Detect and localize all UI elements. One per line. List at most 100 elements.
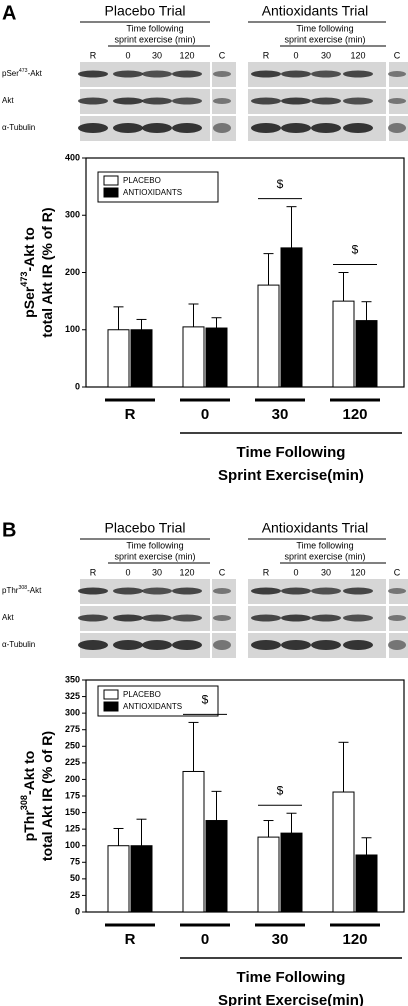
lane-label: 0 bbox=[293, 567, 298, 577]
bar bbox=[257, 284, 280, 388]
blot-band bbox=[213, 71, 231, 77]
time-label: Time following bbox=[296, 540, 353, 550]
y-tick-label: 25 bbox=[70, 890, 80, 900]
blot-band bbox=[388, 123, 406, 133]
x-tick-label: R bbox=[125, 406, 136, 423]
blot-band bbox=[311, 70, 341, 78]
x-tick-label: 30 bbox=[272, 406, 289, 423]
blot-band bbox=[388, 640, 406, 650]
time-label: sprint exercise (min) bbox=[114, 34, 195, 44]
y-tick-label: 75 bbox=[70, 857, 80, 867]
x-tick-label: 0 bbox=[201, 931, 209, 948]
bar bbox=[280, 247, 303, 388]
trial-title: Placebo Trial bbox=[105, 3, 186, 19]
legend-label: PLACEBO bbox=[123, 690, 161, 699]
blot-band bbox=[142, 123, 172, 133]
superscript: 473 bbox=[19, 68, 28, 74]
lane-label: 0 bbox=[125, 567, 130, 577]
row-label: α-Tubulin bbox=[2, 640, 35, 649]
lane-label: 0 bbox=[125, 50, 130, 60]
bar bbox=[182, 770, 205, 913]
blot-band bbox=[78, 614, 108, 622]
blot-band bbox=[343, 70, 373, 78]
blot-band bbox=[213, 615, 231, 621]
bar bbox=[332, 300, 355, 388]
time-label: sprint exercise (min) bbox=[114, 551, 195, 561]
blot-band bbox=[142, 614, 172, 622]
blot-band bbox=[251, 614, 281, 622]
text-part: Akt bbox=[2, 96, 14, 105]
x-tick-label: 0 bbox=[201, 406, 209, 423]
legend-label: ANTIOXIDANTS bbox=[123, 702, 182, 711]
blot-band bbox=[251, 70, 281, 78]
blot-band bbox=[113, 123, 143, 133]
blot-band bbox=[113, 97, 143, 105]
blot-band bbox=[388, 588, 406, 594]
y-tick-label: 400 bbox=[65, 152, 80, 162]
blot-band bbox=[343, 614, 373, 622]
blot-band bbox=[251, 640, 281, 650]
annotation: $ bbox=[352, 243, 359, 257]
blot-band bbox=[343, 123, 373, 133]
annotation: $ bbox=[277, 783, 284, 797]
text-part: -Akt to bbox=[21, 227, 37, 271]
y-tick-label: 100 bbox=[65, 324, 80, 334]
blot-band bbox=[172, 640, 202, 650]
row-label: pSer473-Akt bbox=[2, 68, 43, 78]
text-part: -Akt to bbox=[21, 751, 37, 795]
blot-band bbox=[142, 587, 172, 595]
time-label: sprint exercise (min) bbox=[284, 551, 365, 561]
bar bbox=[107, 329, 130, 388]
text-part: -Akt bbox=[27, 586, 42, 595]
blot-band bbox=[281, 97, 311, 105]
legend-swatch bbox=[103, 701, 119, 712]
text-part: total Akt IR (% of R) bbox=[39, 207, 55, 337]
blot-band bbox=[388, 615, 406, 621]
annotation: $ bbox=[202, 693, 209, 707]
x-tick-label: 120 bbox=[342, 406, 367, 423]
x-tick-label: R bbox=[125, 931, 136, 948]
lane-label: R bbox=[263, 567, 270, 577]
time-label: Time following bbox=[126, 23, 183, 33]
bar bbox=[257, 836, 280, 913]
lane-label: R bbox=[90, 567, 97, 577]
blot-band bbox=[213, 640, 231, 650]
bar bbox=[130, 329, 153, 388]
blot-band bbox=[281, 587, 311, 595]
blot-band bbox=[311, 614, 341, 622]
bar bbox=[205, 327, 228, 388]
text-part: pSer bbox=[21, 286, 37, 318]
lane-label: C bbox=[219, 567, 226, 577]
bar bbox=[355, 854, 378, 913]
blot-band bbox=[78, 587, 108, 595]
blot-band bbox=[251, 97, 281, 105]
bar bbox=[130, 845, 153, 913]
blot-band bbox=[251, 587, 281, 595]
text-part: α-Tubulin bbox=[2, 123, 35, 132]
y-tick-label: 250 bbox=[65, 741, 80, 751]
blot-band bbox=[281, 640, 311, 650]
lane-label: 30 bbox=[152, 50, 162, 60]
blot-band bbox=[311, 640, 341, 650]
blot-band bbox=[78, 70, 108, 78]
x-axis-label: Sprint Exercise(min) bbox=[218, 467, 364, 484]
y-axis-label: pSer473-Akt to bbox=[19, 227, 36, 318]
x-axis-label: Time Following bbox=[237, 969, 346, 986]
y-tick-label: 350 bbox=[65, 674, 80, 684]
blot-band bbox=[213, 98, 231, 104]
lane-label: R bbox=[90, 50, 97, 60]
y-axis-label: total Akt IR (% of R) bbox=[39, 731, 55, 861]
legend-label: PLACEBO bbox=[123, 176, 161, 185]
time-label: Time following bbox=[126, 540, 183, 550]
y-axis-label: pThr308-Akt to bbox=[19, 751, 36, 842]
trial-title: Antioxidants Trial bbox=[262, 520, 369, 536]
y-tick-label: 175 bbox=[65, 790, 80, 800]
text-part: pThr bbox=[2, 586, 19, 595]
y-axis-label: total Akt IR (% of R) bbox=[39, 207, 55, 337]
y-tick-label: 150 bbox=[65, 807, 80, 817]
blot-band bbox=[281, 70, 311, 78]
annotation: $ bbox=[277, 177, 284, 191]
blot-band bbox=[172, 123, 202, 133]
bar bbox=[280, 832, 303, 913]
